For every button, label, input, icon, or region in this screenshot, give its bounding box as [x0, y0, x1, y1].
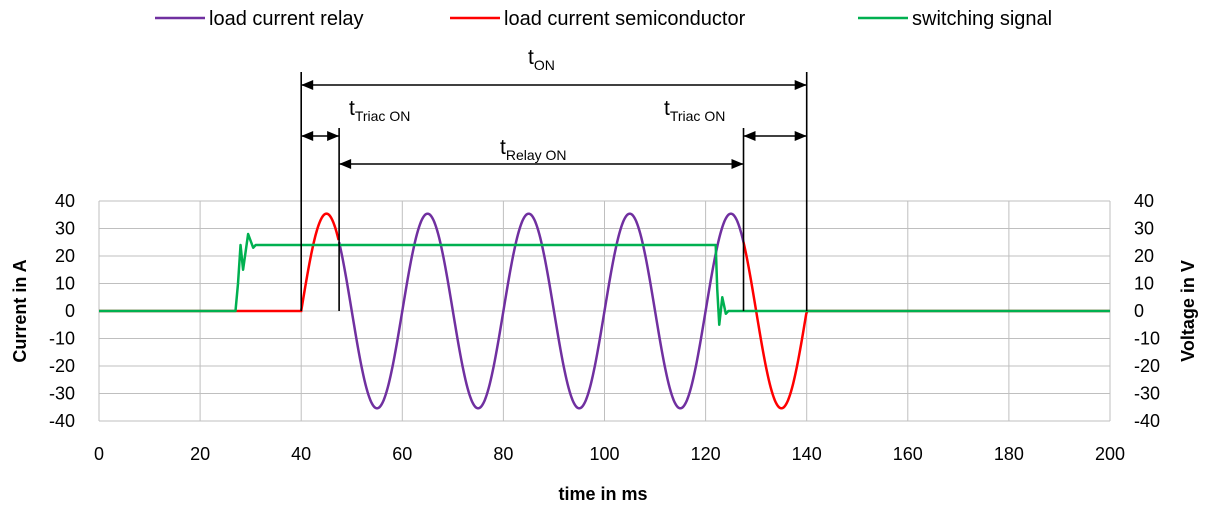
grid — [98, 200, 1111, 422]
legend-label: load current semiconductor — [504, 8, 746, 30]
legend-label: switching signal — [912, 8, 1052, 30]
arrow-head — [301, 80, 314, 90]
x-tick-label: 80 — [493, 444, 513, 464]
arrow-head — [794, 131, 807, 141]
plot-area — [99, 212, 1110, 410]
y-axis-title-right: Voltage in V — [1178, 260, 1198, 362]
y-tick-label-right: 20 — [1134, 246, 1154, 266]
series-line-switching — [99, 232, 1110, 326]
arrow-head — [339, 159, 352, 169]
y-tick-label-left: 30 — [55, 219, 75, 239]
y-tick-label-left: 10 — [55, 274, 75, 294]
annotation-main: t — [528, 46, 534, 69]
y-tick-label-right: -20 — [1134, 356, 1160, 376]
y-tick-label-left: -40 — [49, 411, 75, 431]
x-tick-label: 160 — [893, 444, 923, 464]
annotation-label: tON — [528, 46, 555, 73]
arrow-head — [743, 131, 756, 141]
x-tick-label: 0 — [94, 444, 104, 464]
y-tick-label-right: -30 — [1134, 384, 1160, 404]
x-tick-label: 120 — [691, 444, 721, 464]
annotation-main: t — [664, 97, 670, 120]
annotation-subscript: ON — [534, 57, 555, 73]
y-tick-label-right: 30 — [1134, 219, 1154, 239]
y-tick-label-right: -40 — [1134, 411, 1160, 431]
annotation-label: tTriac ON — [664, 97, 725, 124]
series-line-relay — [337, 212, 745, 410]
x-axis-title: time in ms — [558, 484, 647, 504]
x-tick-label: 200 — [1095, 444, 1125, 464]
arrow-head — [794, 80, 807, 90]
series-line-semiconductor — [742, 241, 1110, 410]
y-tick-label-right: -10 — [1134, 329, 1160, 349]
x-tick-label: 20 — [190, 444, 210, 464]
annotation-subscript: Triac ON — [355, 108, 410, 124]
y-tick-label-right: 40 — [1134, 191, 1154, 211]
x-tick-label: 140 — [792, 444, 822, 464]
annotation-subscript: Triac ON — [670, 108, 725, 124]
y-axis-title-left: Current in A — [10, 259, 30, 362]
annotation-subscript: Relay ON — [506, 147, 567, 163]
arrow-head — [301, 131, 314, 141]
annotation-label: tTriac ON — [349, 97, 410, 124]
annotation-main: t — [500, 136, 506, 159]
y-tick-label-left: -20 — [49, 356, 75, 376]
y-tick-label-left: -30 — [49, 384, 75, 404]
x-tick-label: 100 — [589, 444, 619, 464]
y-tick-label-left: 40 — [55, 191, 75, 211]
y-tick-label-left: -10 — [49, 329, 75, 349]
arrow-head — [731, 159, 744, 169]
legend-label: load current relay — [209, 8, 364, 30]
annotation-label: tRelay ON — [500, 136, 567, 163]
x-tick-label: 40 — [291, 444, 311, 464]
arrow-head — [327, 131, 340, 141]
y-tick-label-right: 0 — [1134, 301, 1144, 321]
annotation-main: t — [349, 97, 355, 120]
x-tick-label: 60 — [392, 444, 412, 464]
legend: load current relay load current semicondu… — [155, 8, 1052, 30]
x-tick-label: 180 — [994, 444, 1024, 464]
y-tick-label-right: 10 — [1134, 274, 1154, 294]
y-tick-label-left: 0 — [65, 301, 75, 321]
y-tick-label-left: 20 — [55, 246, 75, 266]
